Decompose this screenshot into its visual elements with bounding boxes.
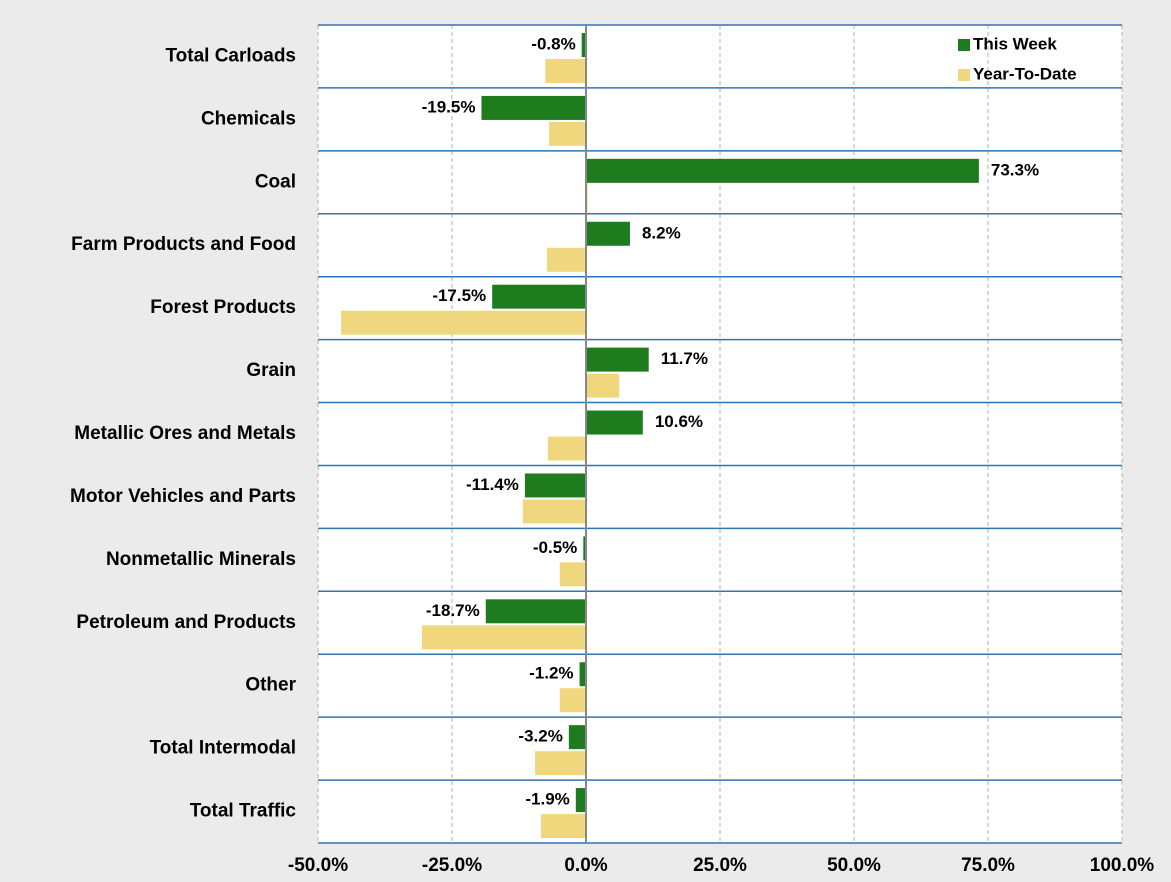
y-tick-label: Coal (255, 171, 296, 192)
bar (586, 410, 643, 435)
data-label: -17.5% (432, 286, 486, 305)
data-label: 73.3% (991, 160, 1039, 179)
y-tick-label: Total Traffic (190, 801, 297, 822)
bar (546, 247, 586, 272)
bar (522, 499, 586, 524)
bar (586, 158, 979, 183)
x-tick-label: 0.0% (564, 855, 607, 876)
x-tick-label: 75.0% (961, 855, 1015, 876)
data-label: -1.2% (529, 664, 573, 683)
data-label: -11.4% (466, 475, 519, 494)
bar (545, 59, 586, 83)
bar (579, 662, 586, 687)
y-tick-label: Metallic Ores and Metals (74, 423, 296, 444)
bar (341, 310, 586, 335)
bar (586, 347, 649, 372)
legend-marker (958, 39, 970, 51)
bar (586, 373, 620, 398)
bar (485, 599, 586, 624)
data-label: -1.9% (525, 790, 569, 809)
y-tick-label: Grain (246, 360, 296, 381)
data-label: 8.2% (642, 223, 681, 242)
data-label: -0.8% (531, 34, 575, 53)
legend-label: This Week (973, 34, 1057, 53)
x-tick-label: 50.0% (827, 855, 881, 876)
bar (492, 284, 586, 309)
y-tick-label: Forest Products (150, 297, 296, 318)
bar (421, 625, 586, 650)
bar (524, 473, 586, 498)
bar (549, 121, 586, 146)
y-tick-label: Motor Vehicles and Parts (70, 486, 296, 507)
y-tick-label: Petroleum and Products (76, 612, 296, 633)
data-label: -18.7% (426, 601, 480, 620)
bar (559, 688, 586, 713)
data-label: -19.5% (422, 97, 476, 116)
bar (568, 725, 586, 750)
bar (586, 221, 630, 246)
data-label: -0.5% (533, 538, 577, 557)
x-tick-label: 25.0% (693, 855, 747, 876)
x-tick-label: 100.0% (1090, 855, 1155, 876)
y-tick-label: Farm Products and Food (71, 234, 296, 255)
x-tick-label: -50.0% (288, 855, 348, 876)
bar (535, 751, 586, 776)
data-label: -3.2% (518, 727, 562, 746)
y-tick-label: Other (245, 675, 296, 696)
legend-marker (958, 69, 970, 81)
y-tick-label: Chemicals (201, 108, 296, 129)
bar (540, 814, 586, 839)
bar (547, 436, 586, 461)
bar (581, 33, 586, 57)
data-label: 10.6% (655, 412, 703, 431)
y-tick-label: Total Intermodal (150, 738, 296, 759)
bar (583, 536, 586, 561)
bar (481, 95, 586, 120)
x-tick-label: -25.0% (422, 855, 482, 876)
bar (575, 788, 586, 813)
y-tick-label: Nonmetallic Minerals (106, 549, 296, 570)
y-tick-label: Total Carloads (165, 45, 296, 66)
legend-label: Year-To-Date (973, 64, 1077, 83)
data-label: 11.7% (661, 349, 708, 368)
bar (559, 562, 586, 587)
